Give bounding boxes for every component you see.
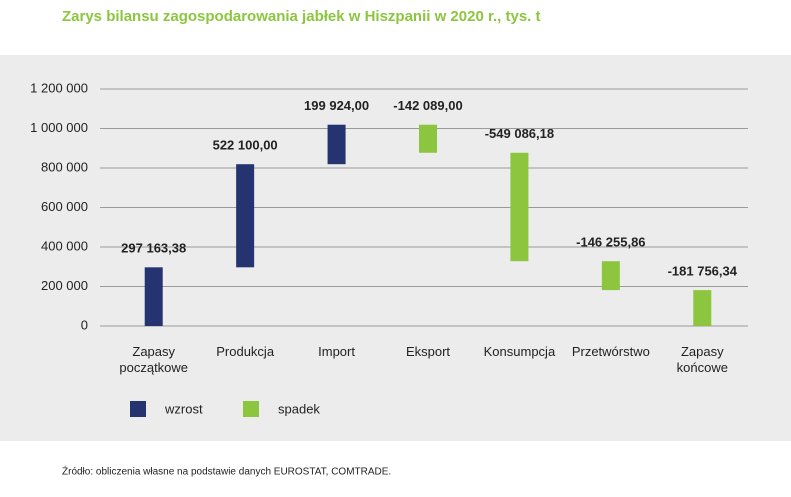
x-tick-label: Produkcja — [216, 344, 275, 359]
bar — [236, 164, 255, 268]
legend-label: wzrost — [164, 401, 203, 416]
x-tick-label: Konsumpcja — [483, 344, 556, 359]
x-tick-label: Eksport — [405, 344, 451, 359]
value-label: 522 100,00 — [213, 138, 278, 153]
x-tick-label: Zapasy końcowe — [676, 344, 728, 375]
value-label: 297 163,38 — [121, 241, 186, 256]
y-tick-label: 400 000 — [41, 238, 88, 253]
legend-swatch — [130, 401, 146, 417]
legend-swatch — [243, 401, 259, 417]
y-tick-label: 800 000 — [41, 159, 88, 174]
value-label: -146 255,86 — [576, 235, 645, 250]
value-label: -549 086,18 — [485, 126, 554, 141]
y-tick-label: 600 000 — [41, 199, 88, 214]
y-tick-label: 200 000 — [41, 278, 88, 293]
chart-title: Zarys bilansu zagospodarowania jabłek w … — [62, 8, 541, 25]
value-label: 199 924,00 — [304, 98, 369, 113]
value-label: -181 756,34 — [668, 264, 738, 279]
bar — [510, 152, 529, 262]
x-tick-label: Import — [318, 344, 355, 359]
bar — [327, 124, 346, 165]
legend-label: spadek — [278, 401, 320, 416]
value-label: -142 089,00 — [393, 98, 462, 113]
bar — [601, 261, 620, 291]
bar — [144, 267, 163, 326]
y-tick-label: 1 200 000 — [30, 80, 88, 95]
bar — [419, 124, 437, 153]
y-tick-label: 0 — [81, 317, 88, 332]
x-tick-label: Zapasy początkowe — [119, 344, 189, 375]
chart-panel — [0, 55, 791, 441]
y-tick-label: 1 000 000 — [30, 120, 88, 135]
x-tick-label: Przetwórstwo — [571, 344, 650, 359]
bar — [693, 290, 712, 326]
source-note: Źródło: obliczenia własne na podstawie d… — [62, 465, 391, 478]
